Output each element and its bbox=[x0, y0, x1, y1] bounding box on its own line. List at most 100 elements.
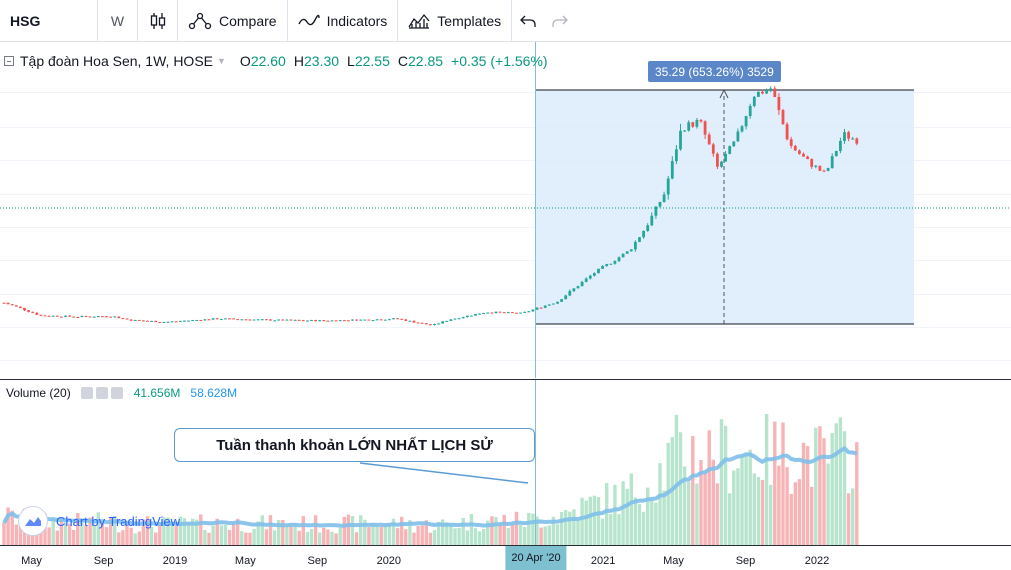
candle-body bbox=[322, 320, 326, 322]
volume-bar bbox=[646, 487, 650, 545]
volume-bar bbox=[461, 517, 465, 545]
volume-bar bbox=[781, 422, 785, 545]
candle-body bbox=[568, 291, 572, 296]
candle-body bbox=[597, 268, 600, 274]
chevron-down-icon[interactable]: ▼ bbox=[217, 56, 226, 66]
volume-bar bbox=[318, 532, 322, 545]
volume-bar bbox=[63, 522, 68, 545]
candle-body bbox=[244, 319, 248, 321]
templates-button[interactable]: Templates bbox=[398, 0, 513, 42]
volume-bar bbox=[252, 528, 256, 545]
time-axis-tick: Sep bbox=[93, 555, 114, 567]
chart-type-button[interactable] bbox=[138, 0, 178, 42]
templates-label: Templates bbox=[437, 12, 502, 29]
volume-bar bbox=[551, 516, 556, 545]
volume-bar bbox=[100, 522, 105, 545]
symbol-search-button[interactable]: HSG bbox=[0, 0, 98, 42]
candle-body bbox=[166, 321, 170, 323]
candle-body bbox=[207, 319, 211, 321]
candle-body bbox=[687, 122, 691, 131]
interval-button[interactable]: W bbox=[98, 0, 138, 42]
eye-icon[interactable] bbox=[80, 387, 93, 399]
candle-body bbox=[420, 322, 424, 324]
candle-body bbox=[183, 320, 186, 322]
candle-body bbox=[658, 202, 662, 207]
volume-bar bbox=[469, 514, 474, 545]
volume-bar bbox=[687, 481, 691, 545]
candle-body bbox=[806, 156, 809, 160]
candle-body bbox=[2, 302, 6, 304]
compare-button[interactable]: Compare bbox=[178, 0, 288, 42]
time-axis[interactable]: MaySep2019MaySep2020Sep2021MaySep202220 … bbox=[0, 546, 1011, 570]
tradingview-watermark[interactable]: Chart by TradingView bbox=[18, 506, 180, 536]
volume-bar bbox=[457, 527, 461, 545]
candle-body bbox=[150, 320, 153, 322]
candle-body bbox=[203, 319, 207, 321]
high-label: H bbox=[293, 53, 304, 69]
undo-button[interactable] bbox=[512, 0, 544, 42]
candle-body bbox=[461, 317, 465, 319]
candle-body bbox=[68, 315, 71, 317]
volume-bar bbox=[490, 516, 494, 545]
price-chart[interactable] bbox=[0, 42, 1011, 546]
volume-bar bbox=[510, 524, 515, 545]
volume-bar bbox=[777, 465, 781, 545]
candle-body bbox=[96, 316, 100, 318]
volume-bar bbox=[654, 502, 658, 545]
volume-bar bbox=[260, 515, 264, 545]
change-value: +0.35 (+1.56%) bbox=[451, 53, 548, 69]
redo-button[interactable] bbox=[544, 0, 576, 42]
annotation-callout[interactable]: Tuần thanh khoản LỚN NHẤT LỊCH SỬ bbox=[174, 428, 535, 462]
candle-body bbox=[785, 124, 789, 140]
candle-body bbox=[798, 150, 801, 154]
volume-bar bbox=[547, 525, 551, 545]
time-axis-tick: Sep bbox=[735, 555, 756, 567]
volume-bar bbox=[72, 529, 76, 545]
annotation-pointer bbox=[359, 462, 529, 484]
candle-body bbox=[338, 320, 342, 322]
volume-bar bbox=[633, 497, 638, 545]
volume-bar bbox=[625, 488, 629, 545]
candle-body bbox=[777, 96, 781, 111]
candle-body bbox=[27, 310, 30, 312]
candle-body bbox=[51, 315, 55, 317]
indicators-button[interactable]: Indicators bbox=[288, 0, 399, 42]
candle-body bbox=[666, 178, 670, 195]
candle-body bbox=[76, 316, 80, 318]
volume-bar bbox=[346, 514, 351, 545]
volume-bar bbox=[744, 453, 748, 545]
measure-label: 35.29 (653.26%) 3529 bbox=[648, 61, 781, 82]
volume-bar bbox=[170, 521, 174, 545]
candle-body bbox=[474, 313, 477, 316]
candle-body bbox=[334, 320, 338, 322]
volume-bar bbox=[244, 532, 248, 545]
volume-bar bbox=[703, 470, 707, 545]
candle-body bbox=[769, 88, 773, 91]
candle-body bbox=[240, 319, 244, 321]
volume-bar bbox=[137, 531, 141, 545]
volume-bar bbox=[108, 518, 113, 545]
candle-body bbox=[121, 318, 125, 320]
volume-bar bbox=[223, 525, 228, 545]
candle-body bbox=[318, 320, 322, 322]
candle-body bbox=[375, 319, 379, 321]
candle-body bbox=[342, 320, 346, 322]
volume-bar bbox=[506, 527, 510, 545]
indicators-icon bbox=[297, 14, 320, 25]
candle-body bbox=[449, 319, 453, 321]
candle-body bbox=[576, 286, 580, 289]
volume-bar bbox=[432, 530, 437, 545]
candle-body bbox=[23, 307, 26, 311]
candle-body bbox=[625, 251, 629, 254]
volume-bar bbox=[555, 524, 560, 545]
compare-label: Compare bbox=[219, 12, 277, 29]
collapse-legend-icon[interactable] bbox=[4, 56, 14, 66]
volume-bars bbox=[2, 414, 859, 545]
settings-icon[interactable] bbox=[95, 387, 108, 399]
volume-bar bbox=[84, 525, 88, 545]
candle-body bbox=[154, 320, 158, 323]
candle-body bbox=[515, 312, 518, 314]
close-icon[interactable] bbox=[110, 387, 123, 399]
volume-bar bbox=[391, 518, 396, 545]
volume-bar bbox=[773, 421, 777, 545]
